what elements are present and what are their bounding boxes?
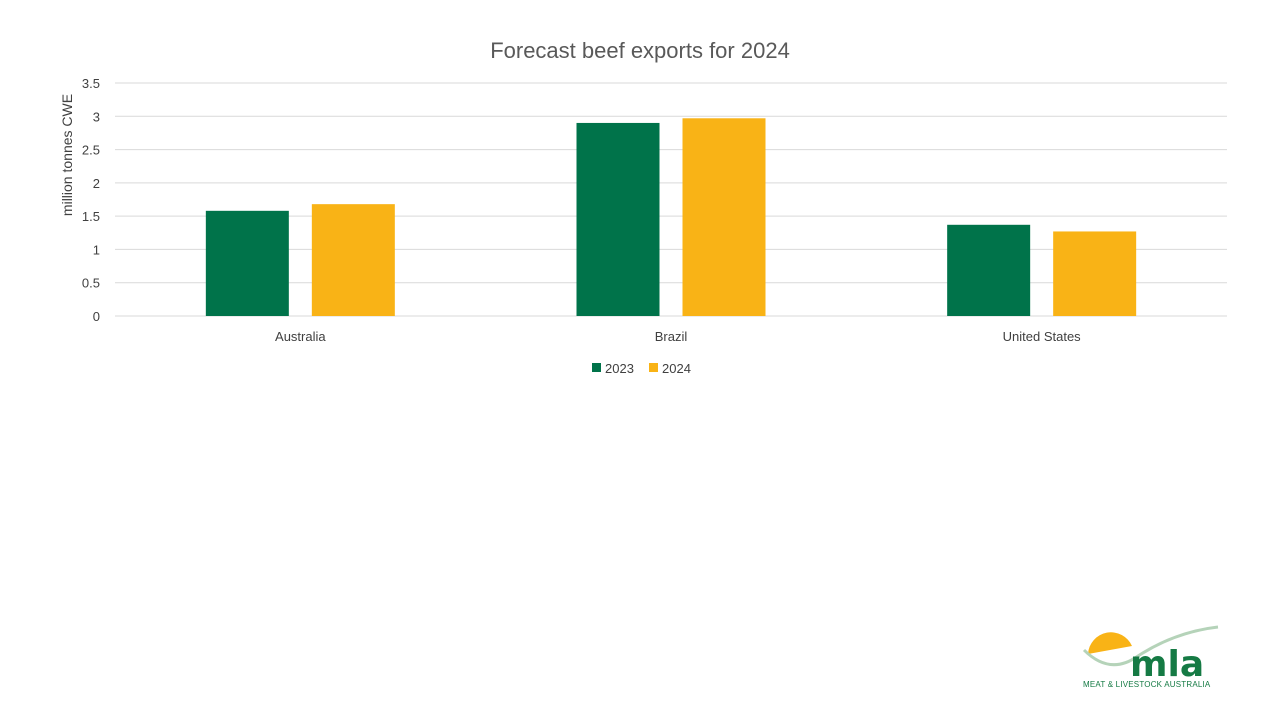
legend-label-2023: 2023 xyxy=(605,361,634,376)
x-tick-label: Australia xyxy=(275,329,326,344)
logo-word: mla xyxy=(1130,644,1204,685)
legend: 2023 2024 xyxy=(592,361,691,376)
chart-title: Forecast beef exports for 2024 xyxy=(490,38,790,63)
gridlines xyxy=(115,82,1227,317)
bar-2024-australia xyxy=(311,204,395,316)
y-tick-label: 1 xyxy=(93,242,100,257)
legend-swatch-2023 xyxy=(592,363,601,372)
bar-2024-united-states xyxy=(1053,231,1137,316)
x-axis-ticks: Australia Brazil United States xyxy=(275,329,1081,344)
y-axis-ticks: 0 0.5 1 1.5 2 2.5 3 3.5 xyxy=(82,76,100,324)
y-tick-label: 2.5 xyxy=(82,143,100,158)
mla-logo: mla MEAT & LIVESTOCK AUSTRALIA xyxy=(1082,625,1219,689)
bar-2024-brazil xyxy=(682,118,766,316)
y-tick-label: 3.5 xyxy=(82,76,100,91)
y-tick-label: 0.5 xyxy=(82,276,100,291)
y-tick-label: 0 xyxy=(93,309,100,324)
logo-subtitle: MEAT & LIVESTOCK AUSTRALIA xyxy=(1083,680,1211,689)
bars xyxy=(205,118,1137,316)
x-tick-label: Brazil xyxy=(655,329,688,344)
bar-2023-australia xyxy=(205,210,289,316)
x-tick-label: United States xyxy=(1003,329,1082,344)
y-tick-label: 3 xyxy=(93,109,100,124)
logo-sun-icon xyxy=(1088,632,1132,654)
bar-2023-brazil xyxy=(576,122,660,316)
legend-label-2024: 2024 xyxy=(662,361,691,376)
logo-arc-icon xyxy=(1082,625,1219,667)
y-axis-title: million tonnes CWE xyxy=(59,94,75,216)
legend-swatch-2024 xyxy=(649,363,658,372)
y-tick-label: 2 xyxy=(93,176,100,191)
y-tick-label: 1.5 xyxy=(82,209,100,224)
bar-2023-united-states xyxy=(947,224,1031,316)
